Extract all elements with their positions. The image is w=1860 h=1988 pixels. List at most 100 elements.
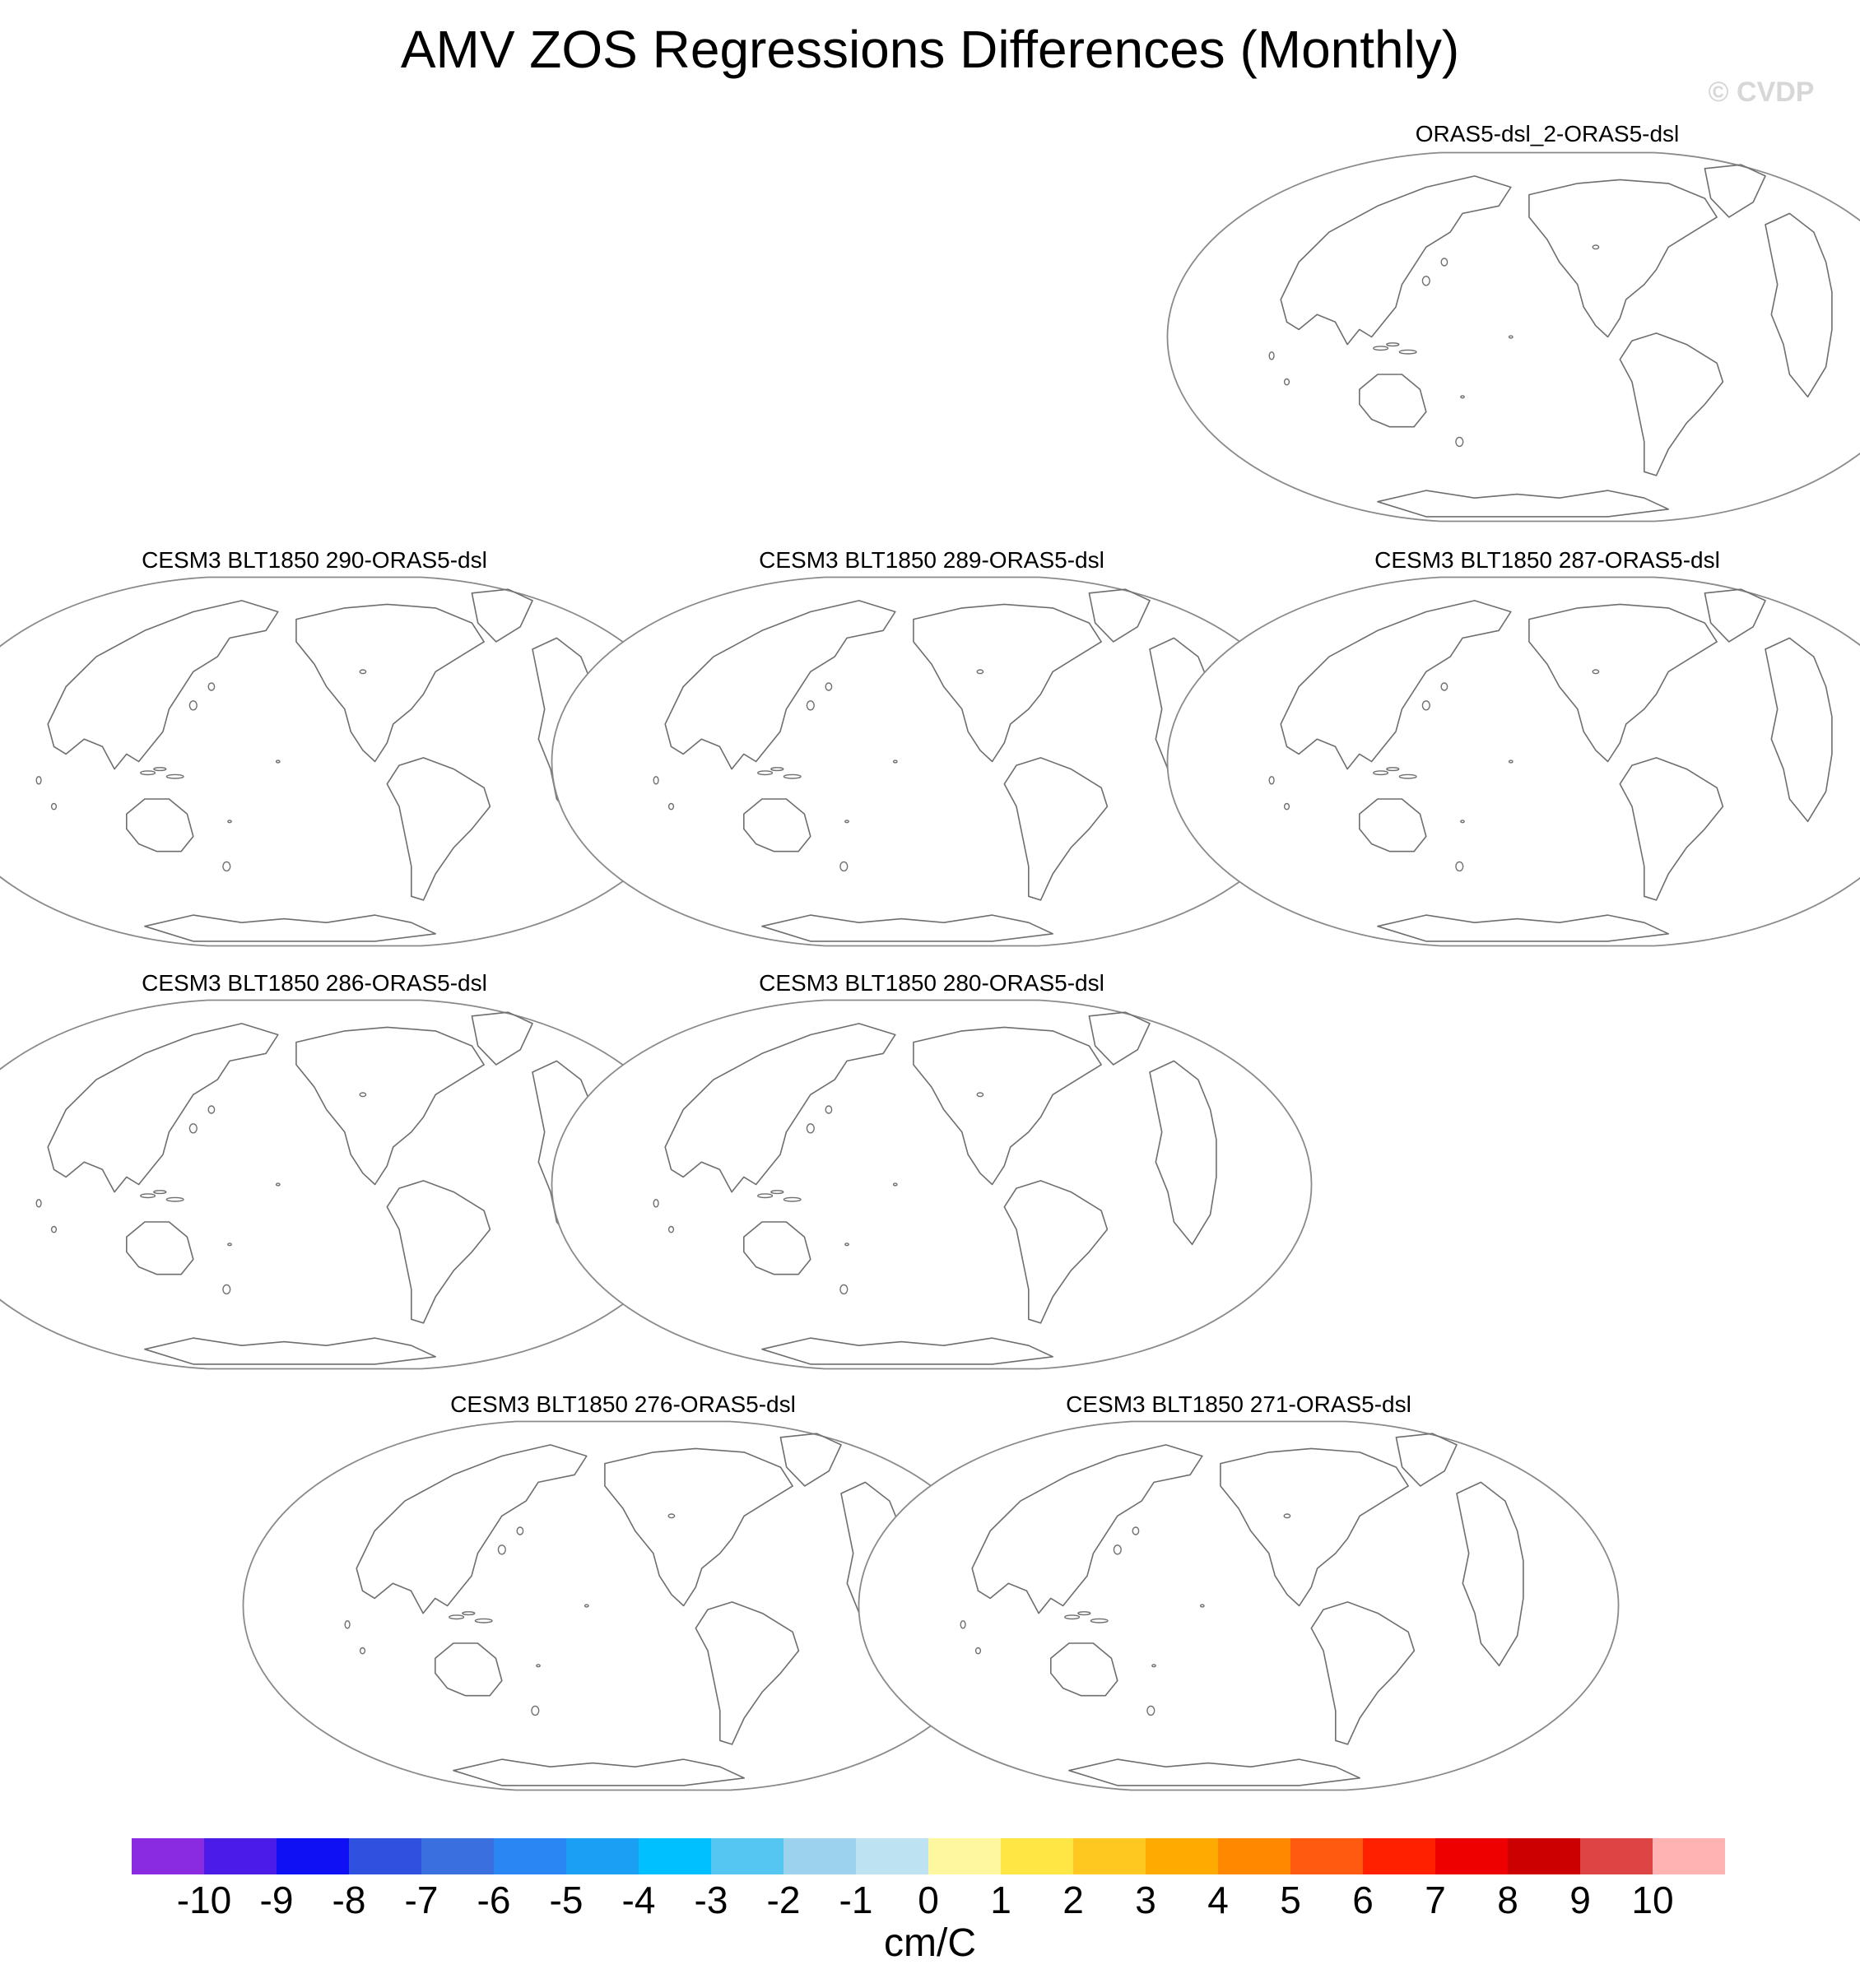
island <box>1373 770 1389 776</box>
island <box>188 1123 198 1134</box>
island <box>1283 802 1290 811</box>
island <box>1077 1611 1091 1616</box>
island <box>757 770 774 776</box>
island <box>50 802 58 811</box>
island <box>1386 342 1400 347</box>
colorbar-tick-label: -1 <box>839 1879 873 1921</box>
coastline <box>1220 1447 1409 1607</box>
coastline <box>664 1023 896 1193</box>
coastline <box>435 1642 503 1697</box>
island <box>1283 378 1290 386</box>
coastline <box>743 1221 811 1275</box>
island <box>1460 820 1465 824</box>
coastline <box>471 588 533 643</box>
island <box>359 1647 366 1655</box>
island <box>1508 759 1514 764</box>
coastline <box>1088 1011 1151 1066</box>
coastline <box>1528 603 1718 763</box>
island <box>976 669 984 675</box>
island <box>653 1199 659 1208</box>
island <box>960 1620 966 1629</box>
island <box>806 700 815 711</box>
coastline <box>1395 1433 1458 1487</box>
island <box>516 1526 524 1535</box>
island <box>783 1196 802 1202</box>
island <box>165 773 184 779</box>
coastline <box>761 914 1054 942</box>
island <box>1421 276 1430 286</box>
map-panel-cesm3-289 <box>551 576 1313 947</box>
colorbar-swatch <box>928 1838 1001 1874</box>
colorbar-swatch <box>1218 1838 1290 1874</box>
coastline <box>1068 1758 1361 1786</box>
island <box>1151 1664 1156 1668</box>
island <box>1508 335 1514 339</box>
island <box>667 1225 675 1233</box>
colorbar-swatch <box>204 1838 277 1874</box>
colorbar-tick-label: 4 <box>1207 1879 1229 1921</box>
coastline <box>1003 757 1109 901</box>
island <box>188 700 198 711</box>
figure-title: AMV ZOS Regressions Differences (Monthly… <box>400 20 1460 79</box>
map-panel-cesm3-276 <box>242 1420 1004 1791</box>
colorbar-tick-label: 2 <box>1063 1879 1084 1921</box>
island <box>1386 767 1400 772</box>
island <box>153 767 167 772</box>
coastline <box>1704 164 1766 218</box>
island <box>50 1225 58 1233</box>
map-panel-oras5-dsl-2 <box>1166 151 1860 523</box>
colorbar-tick-label: -10 <box>176 1879 232 1921</box>
island <box>770 767 784 772</box>
island <box>1440 682 1448 691</box>
coastline <box>1050 1642 1118 1697</box>
island <box>227 820 232 824</box>
coastline <box>664 600 896 770</box>
coastline <box>1359 798 1427 852</box>
colorbar-swatch <box>132 1838 204 1874</box>
colorbar-tick-label: 3 <box>1135 1879 1156 1921</box>
island <box>153 1190 167 1195</box>
island <box>1373 346 1389 351</box>
coastline <box>1704 588 1766 643</box>
coastline <box>144 1337 437 1365</box>
island <box>653 776 659 785</box>
colorbar-tick-label: 5 <box>1280 1879 1301 1921</box>
island <box>35 1199 42 1208</box>
island <box>892 759 898 764</box>
island <box>825 1105 833 1114</box>
coastline <box>471 1011 533 1066</box>
island <box>1440 258 1448 267</box>
colorbar-tick-label: -9 <box>259 1879 294 1921</box>
colorbar-tick-label: 9 <box>1569 1879 1591 1921</box>
panel-title-cesm3-276: CESM3 BLT1850 276-ORAS5-dsl <box>450 1391 796 1417</box>
colorbar-swatch <box>639 1838 711 1874</box>
colorbar-tick-label: -7 <box>404 1879 439 1921</box>
coastline <box>1088 588 1151 643</box>
coastline <box>913 603 1102 763</box>
island <box>222 861 231 872</box>
colorbar-swatch <box>856 1838 928 1874</box>
coastline <box>1377 490 1670 518</box>
coastline <box>779 1433 842 1487</box>
coastline <box>47 1023 279 1193</box>
island <box>1132 1526 1140 1535</box>
map-frame <box>551 999 1313 1370</box>
island <box>462 1611 476 1616</box>
island <box>1421 700 1430 711</box>
colorbar-tick-label: 6 <box>1352 1879 1374 1921</box>
island <box>1460 395 1465 399</box>
colorbar-swatch <box>277 1838 349 1874</box>
panel-title-cesm3-290: CESM3 BLT1850 290-ORAS5-dsl <box>142 547 487 573</box>
coastline <box>1003 1180 1109 1324</box>
colorbar-swatch <box>1073 1838 1146 1874</box>
colorbar-swatch <box>494 1838 566 1874</box>
island <box>1146 1705 1156 1716</box>
colorbar-swatch <box>1290 1838 1363 1874</box>
island <box>207 1105 216 1114</box>
coastline <box>1377 914 1670 942</box>
coastline <box>453 1758 746 1786</box>
coastline <box>386 757 491 901</box>
map-panel-cesm3-290 <box>0 576 695 947</box>
panel-title-oras5-dsl-2: ORAS5-dsl_2-ORAS5-dsl <box>1415 121 1680 146</box>
island <box>474 1618 493 1623</box>
